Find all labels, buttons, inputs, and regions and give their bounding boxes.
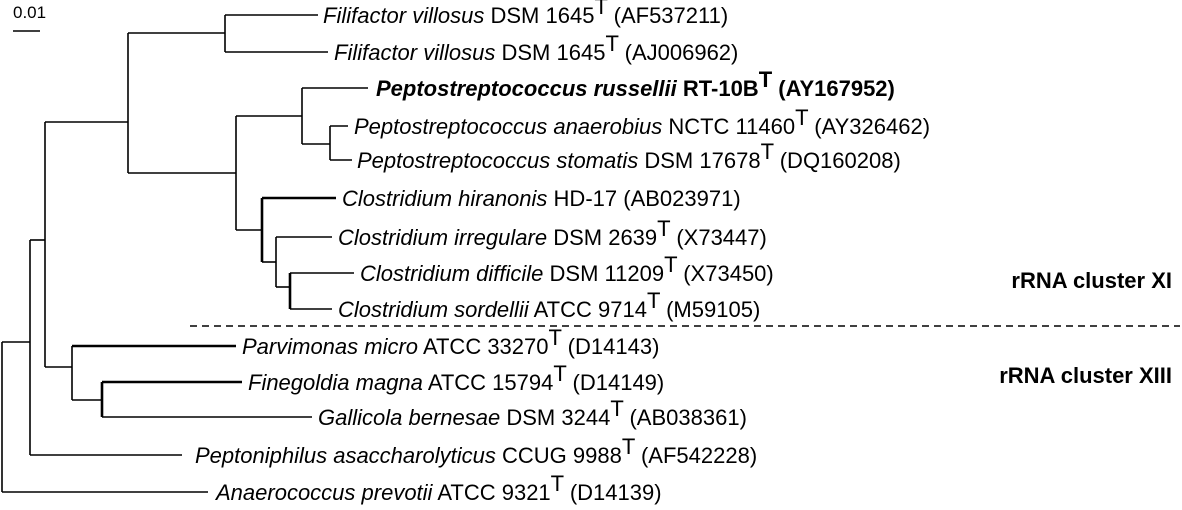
strain-name: ATCC 9714 [534,297,647,322]
accession: (AY326462) [814,114,930,139]
strain-name: ATCC 15794 [428,370,554,395]
taxon-label: Peptostreptococcus stomatis DSM 17678T (… [357,139,901,173]
accession: (M59105) [666,297,760,322]
scale-bar-label: 0.01 [13,3,46,22]
type-strain-mark: T [761,139,774,164]
strain-name: DSM 1645 [491,3,595,28]
type-strain-mark: T [551,471,564,496]
species-name: Clostridium irregulare [338,225,547,250]
taxon-label: Peptostreptococcus anaerobius NCTC 11460… [354,105,930,139]
taxon-label: Filifactor villosus DSM 1645T (AF537211) [323,0,728,28]
species-name: Peptostreptococcus stomatis [357,148,638,173]
type-strain-mark: T [657,216,670,241]
cluster-label-xi: rRNA cluster XI [1011,268,1172,293]
strain-name: DSM 3244 [506,405,610,430]
leaf-labels: Filifactor villosus DSM 1645T (AF537211)… [195,0,930,505]
species-name: Clostridium sordellii [338,297,530,322]
accession: (AF542228) [641,443,757,468]
strain-name: NCTC 11460 [668,114,795,139]
strain-name: DSM 1645 [502,40,606,65]
accession: (AB038361) [629,405,746,430]
taxon-label: Filifactor villosus DSM 1645T (AJ006962) [334,31,738,65]
cluster-label-xiii: rRNA cluster XIII [999,363,1172,388]
strain-name: DSM 17678 [644,148,760,173]
accession: (X73450) [683,261,774,286]
species-name: Filifactor villosus [323,3,484,28]
taxon-label: Peptoniphilus asaccharolyticus CCUG 9988… [195,434,757,468]
species-name: Peptostreptococcus russellii [376,76,678,101]
accession: (DQ160208) [780,148,901,173]
species-name: Peptostreptococcus anaerobius [354,114,662,139]
accession: (D14149) [573,370,665,395]
strain-name: ATCC 9321 [437,480,550,505]
strain-name: RT-10B [683,76,759,101]
strain-name: ATCC 33270 [423,334,549,359]
scale-bar: 0.01 [13,3,46,32]
strain-name: HD-17 [554,186,618,211]
type-strain-mark: T [553,361,566,386]
species-name: Gallicola bernesae [318,405,500,430]
taxon-label: Clostridium hiranonis HD-17 (AB023971) [342,186,741,211]
strain-name: DSM 11209 [550,261,665,286]
species-name: Finegoldia magna [248,370,423,395]
species-name: Clostridium hiranonis [342,186,547,211]
taxon-label: Gallicola bernesae DSM 3244T (AB038361) [318,396,747,430]
accession: (AF537211) [614,3,729,28]
tree-branches [1,14,368,493]
type-strain-mark: T [647,288,660,313]
type-strain-mark: T [610,396,623,421]
type-strain-mark: T [759,67,773,92]
accession: (D14139) [570,480,662,505]
species-name: Filifactor villosus [334,40,495,65]
accession: (AB023971) [623,186,740,211]
accession: (X73447) [676,225,767,250]
taxon-label: Clostridium sordellii ATCC 9714T (M59105… [338,288,760,322]
taxon-label-highlighted: Peptostreptococcus russellii RT-10BT (AY… [376,67,895,101]
accession: (AY167952) [778,76,895,101]
taxon-label: Clostridium difficile DSM 11209T (X73450… [360,252,774,286]
accession: (AJ006962) [625,40,739,65]
type-strain-mark: T [594,0,607,19]
accession: (D14143) [568,334,660,359]
taxon-label: Finegoldia magna ATCC 15794T (D14149) [248,361,664,395]
species-name: Anaerococcus prevotii [214,480,434,505]
type-strain-mark: T [664,252,677,277]
species-name: Parvimonas micro [242,334,418,359]
species-name: Clostridium difficile [360,261,543,286]
strain-name: CCUG 9988 [502,443,622,468]
type-strain-mark: T [795,105,808,130]
strain-name: DSM 2639 [553,225,657,250]
taxon-label: Parvimonas micro ATCC 33270T (D14143) [242,325,659,359]
species-name: Peptoniphilus asaccharolyticus [195,443,496,468]
type-strain-mark: T [549,325,562,350]
type-strain-mark: T [605,31,618,56]
type-strain-mark: T [622,434,635,459]
taxon-label: Clostridium irregulare DSM 2639T (X73447… [338,216,767,250]
taxon-label: Anaerococcus prevotii ATCC 9321T (D14139… [214,471,662,505]
